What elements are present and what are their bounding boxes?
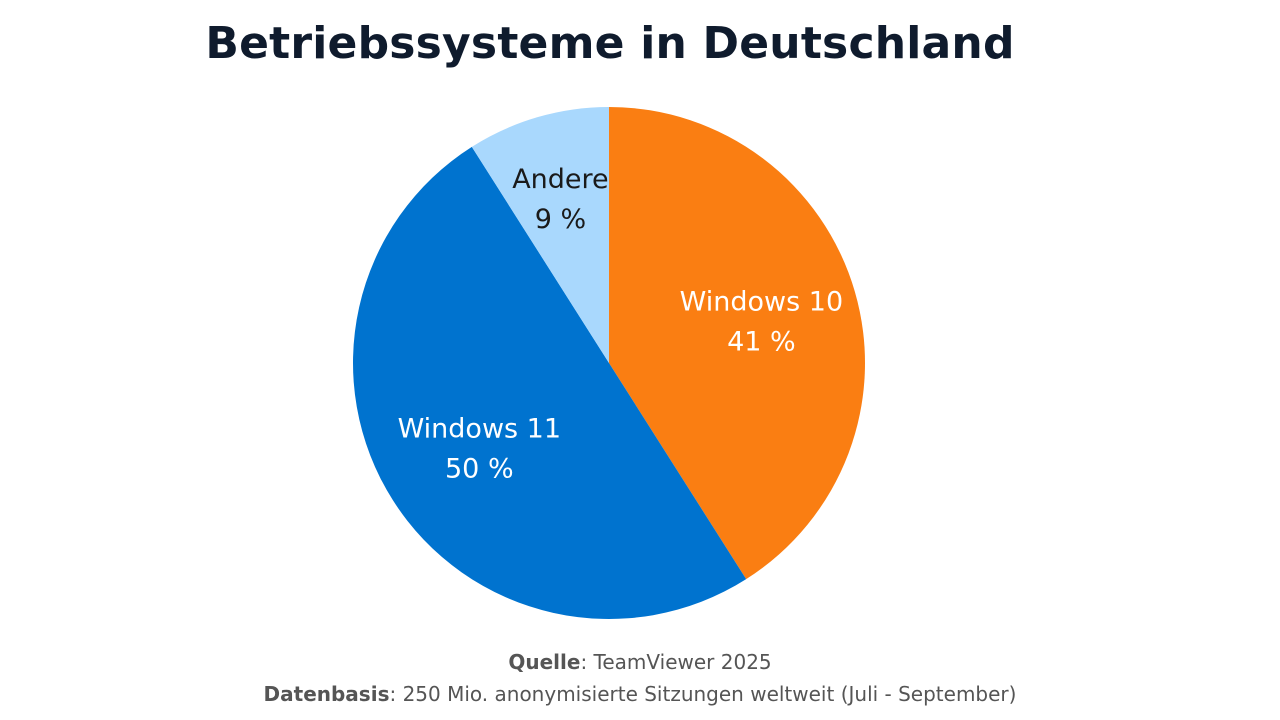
pie-slice-windows-11	[353, 146, 747, 619]
slice-value-label: 50 %	[445, 453, 514, 484]
basis-label: Datenbasis	[263, 682, 390, 706]
slice-label: Windows 10	[680, 287, 843, 318]
chart-title: Betriebssysteme in Deutschland	[205, 18, 1015, 69]
source-label: Quelle	[508, 650, 581, 674]
slice-label: Windows 11	[398, 413, 561, 444]
slice-label: Andere	[512, 164, 608, 195]
pie-slice-andere	[471, 107, 609, 363]
source-line: Quelle: TeamViewer 2025	[0, 650, 1280, 674]
basis-value: : 250 Mio. anonymisierte Sitzungen weltw…	[389, 682, 1017, 706]
slice-value-label: 41 %	[727, 327, 796, 358]
slice-value-label: 9 %	[535, 204, 586, 235]
pie-slice-windows-10	[609, 107, 866, 580]
source-value: : TeamViewer 2025	[580, 650, 772, 674]
basis-line: Datenbasis: 250 Mio. anonymisierte Sitzu…	[0, 682, 1280, 706]
